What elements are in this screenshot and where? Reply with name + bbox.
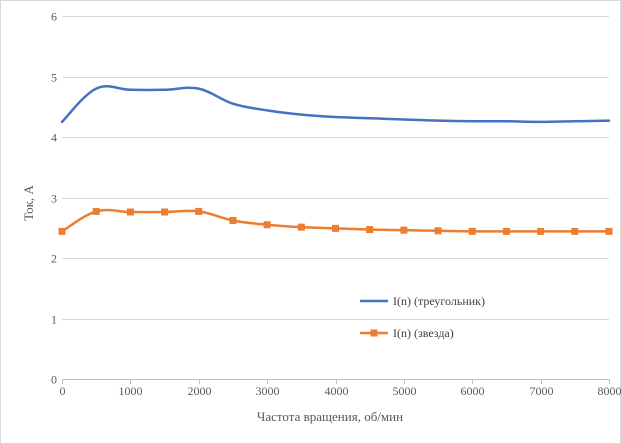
data-point-marker	[366, 226, 374, 234]
y-tick-label: 3	[51, 192, 57, 206]
data-point-marker	[161, 208, 169, 216]
data-point-marker	[297, 223, 305, 231]
y-tick-label: 5	[51, 71, 57, 85]
legend: I(n) (треугольник) I(n) (звезда)	[360, 294, 485, 340]
data-point-marker	[126, 208, 134, 216]
data-point-marker	[92, 207, 100, 215]
series-lines	[58, 85, 613, 235]
series-line-1	[60, 85, 611, 124]
x-tick-label: 6000	[461, 384, 485, 398]
x-tick-label: 1000	[119, 384, 143, 398]
data-point-marker	[468, 227, 476, 235]
legend-label-2: I(n) (звезда)	[393, 326, 454, 340]
legend-label-1: I(n) (треугольник)	[393, 294, 485, 308]
y-tick-label: 6	[51, 10, 57, 24]
legend-marker	[370, 329, 378, 337]
x-tick-label: 3000	[256, 384, 280, 398]
axes: 0 1 2 3 4 5 6 0 1000 2000 3000 4000 5000 6000 7000 8000	[51, 10, 621, 399]
data-point-marker	[537, 227, 545, 235]
x-tick-label: 5000	[393, 384, 417, 398]
y-axis-title: Ток, А	[21, 185, 36, 221]
data-point-marker	[332, 224, 339, 232]
data-point-marker	[571, 227, 579, 235]
y-tick-label: 2	[51, 252, 57, 266]
y-tick-label: 4	[51, 131, 57, 145]
data-point-marker	[434, 227, 442, 235]
data-point-marker	[400, 226, 408, 234]
gridlines	[62, 16, 609, 320]
x-tick-label: 2000	[188, 384, 212, 398]
data-point-marker	[195, 207, 203, 215]
x-axis-title: Частота вращения, об/мин	[257, 409, 403, 424]
data-point-marker	[229, 216, 237, 224]
x-tick-label: 0	[60, 384, 66, 398]
x-tick-label: 4000	[325, 384, 349, 398]
x-tick-label: 8000	[598, 384, 621, 398]
x-tick-label: 7000	[530, 384, 554, 398]
y-tick-label: 1	[51, 313, 57, 327]
data-point-marker	[263, 221, 271, 229]
data-point-marker	[58, 227, 66, 235]
data-point-marker	[502, 227, 510, 235]
data-point-marker	[605, 227, 613, 235]
y-tick-label: 0	[51, 373, 57, 387]
